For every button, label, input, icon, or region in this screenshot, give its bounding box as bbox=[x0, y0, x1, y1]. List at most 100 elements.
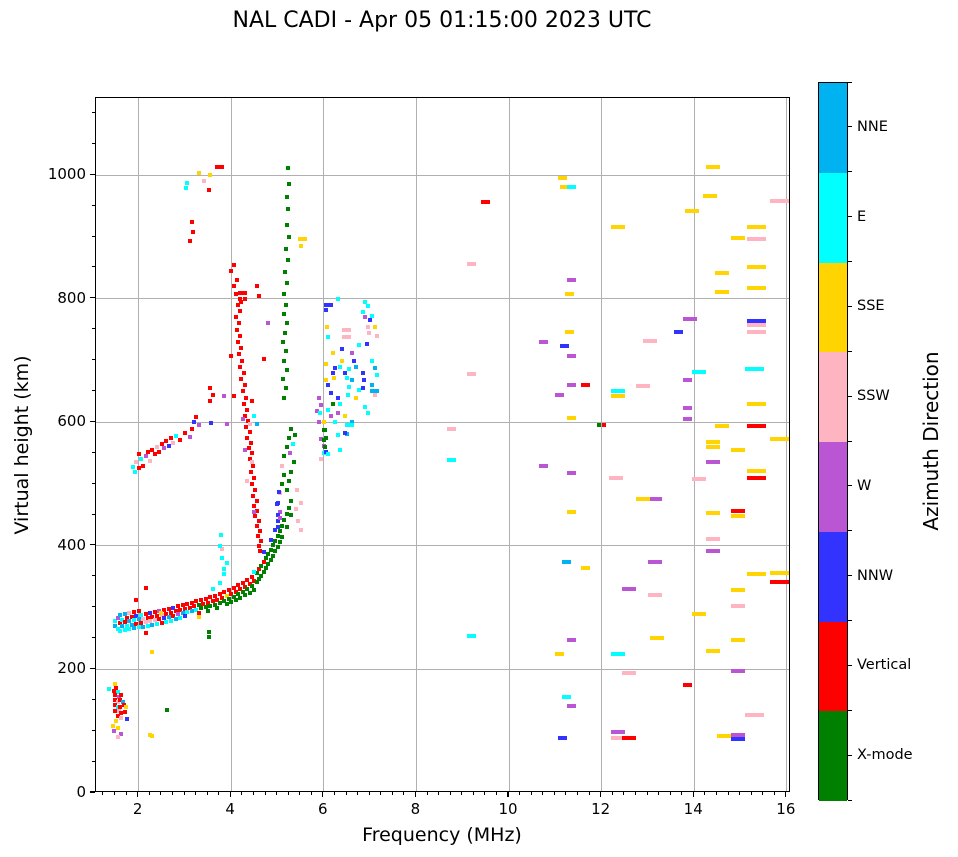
data-point bbox=[366, 330, 371, 335]
data-point bbox=[731, 732, 746, 737]
data-point bbox=[175, 612, 180, 617]
data-point bbox=[120, 618, 125, 623]
colorbar-center-tick bbox=[848, 126, 852, 128]
data-point bbox=[247, 590, 252, 595]
data-point bbox=[349, 378, 354, 383]
x-minor-tick bbox=[704, 792, 706, 795]
x-major-tick bbox=[229, 792, 231, 797]
data-point bbox=[134, 621, 139, 626]
data-point bbox=[250, 463, 255, 468]
data-point bbox=[114, 685, 119, 690]
data-point bbox=[209, 420, 214, 425]
data-point bbox=[194, 415, 199, 420]
data-point bbox=[150, 614, 155, 619]
colorbar-center-tick bbox=[848, 216, 852, 218]
x-major-tick bbox=[414, 792, 416, 797]
data-point bbox=[189, 608, 194, 613]
data-point bbox=[239, 377, 244, 382]
data-point bbox=[192, 420, 197, 425]
data-point bbox=[567, 470, 577, 475]
data-point bbox=[344, 375, 349, 380]
data-point bbox=[231, 594, 236, 599]
x-minor-tick bbox=[310, 792, 312, 795]
data-point bbox=[282, 517, 287, 522]
data-point bbox=[731, 603, 746, 608]
data-point bbox=[115, 615, 120, 620]
data-point bbox=[356, 343, 361, 348]
data-point bbox=[261, 356, 266, 361]
data-point bbox=[180, 611, 185, 616]
data-point bbox=[112, 702, 117, 707]
y-major-tick bbox=[90, 544, 95, 546]
data-point bbox=[266, 561, 271, 566]
y-minor-tick bbox=[92, 606, 95, 608]
data-point bbox=[143, 611, 148, 616]
data-point bbox=[131, 464, 136, 469]
data-point bbox=[115, 626, 120, 631]
data-point bbox=[113, 682, 118, 687]
y-axis-label: Virtual height (km) bbox=[11, 355, 33, 535]
x-minor-tick bbox=[252, 792, 254, 795]
data-point bbox=[145, 449, 150, 454]
data-point bbox=[347, 384, 352, 389]
data-point bbox=[370, 383, 375, 388]
gridline-y bbox=[96, 421, 789, 423]
colorbar-label-Vertical: Vertical bbox=[857, 657, 912, 674]
data-point bbox=[372, 392, 377, 397]
data-point bbox=[323, 302, 333, 307]
y-minor-tick bbox=[92, 142, 95, 144]
data-point bbox=[319, 403, 324, 408]
data-point bbox=[208, 173, 213, 178]
data-point bbox=[747, 424, 767, 429]
data-point bbox=[259, 538, 264, 543]
data-point bbox=[610, 225, 625, 230]
data-point bbox=[286, 235, 291, 239]
data-point bbox=[682, 406, 692, 411]
data-point bbox=[185, 180, 190, 185]
data-point bbox=[219, 556, 224, 561]
data-point bbox=[325, 325, 330, 330]
data-point bbox=[567, 703, 577, 708]
data-point bbox=[122, 619, 127, 624]
data-point bbox=[351, 358, 356, 363]
x-minor-tick bbox=[681, 792, 683, 795]
data-point bbox=[116, 709, 121, 714]
data-point bbox=[284, 222, 289, 227]
data-point bbox=[250, 398, 255, 403]
data-point bbox=[169, 436, 173, 441]
data-point bbox=[210, 392, 215, 397]
data-point bbox=[178, 437, 183, 442]
data-point bbox=[610, 729, 625, 734]
colorbar-center-tick bbox=[848, 395, 852, 397]
x-major-tick bbox=[600, 792, 602, 797]
y-minor-tick bbox=[92, 235, 95, 237]
data-point bbox=[281, 340, 286, 345]
data-point bbox=[276, 489, 281, 494]
data-point bbox=[608, 475, 623, 480]
x-minor-tick bbox=[519, 792, 520, 795]
data-point bbox=[203, 605, 208, 610]
colorbar-boundary-tick bbox=[848, 530, 852, 532]
data-point bbox=[326, 383, 331, 388]
x-minor-tick bbox=[391, 792, 393, 795]
data-point bbox=[682, 682, 692, 687]
colorbar-label-NNE: NNE bbox=[857, 118, 888, 135]
data-point bbox=[134, 598, 139, 603]
data-point bbox=[212, 593, 217, 598]
x-minor-tick bbox=[287, 792, 289, 795]
data-point bbox=[122, 710, 127, 715]
data-point bbox=[747, 286, 767, 291]
data-point bbox=[562, 559, 572, 564]
x-minor-tick bbox=[345, 792, 347, 795]
data-point bbox=[141, 463, 146, 468]
x-minor-tick bbox=[195, 792, 196, 795]
data-point bbox=[364, 342, 369, 347]
data-point bbox=[636, 496, 651, 501]
data-point bbox=[564, 291, 574, 296]
data-point bbox=[372, 365, 377, 370]
data-point bbox=[215, 597, 220, 602]
data-point bbox=[155, 613, 160, 618]
data-point bbox=[354, 395, 359, 400]
data-point bbox=[196, 171, 201, 176]
data-point bbox=[144, 630, 149, 635]
